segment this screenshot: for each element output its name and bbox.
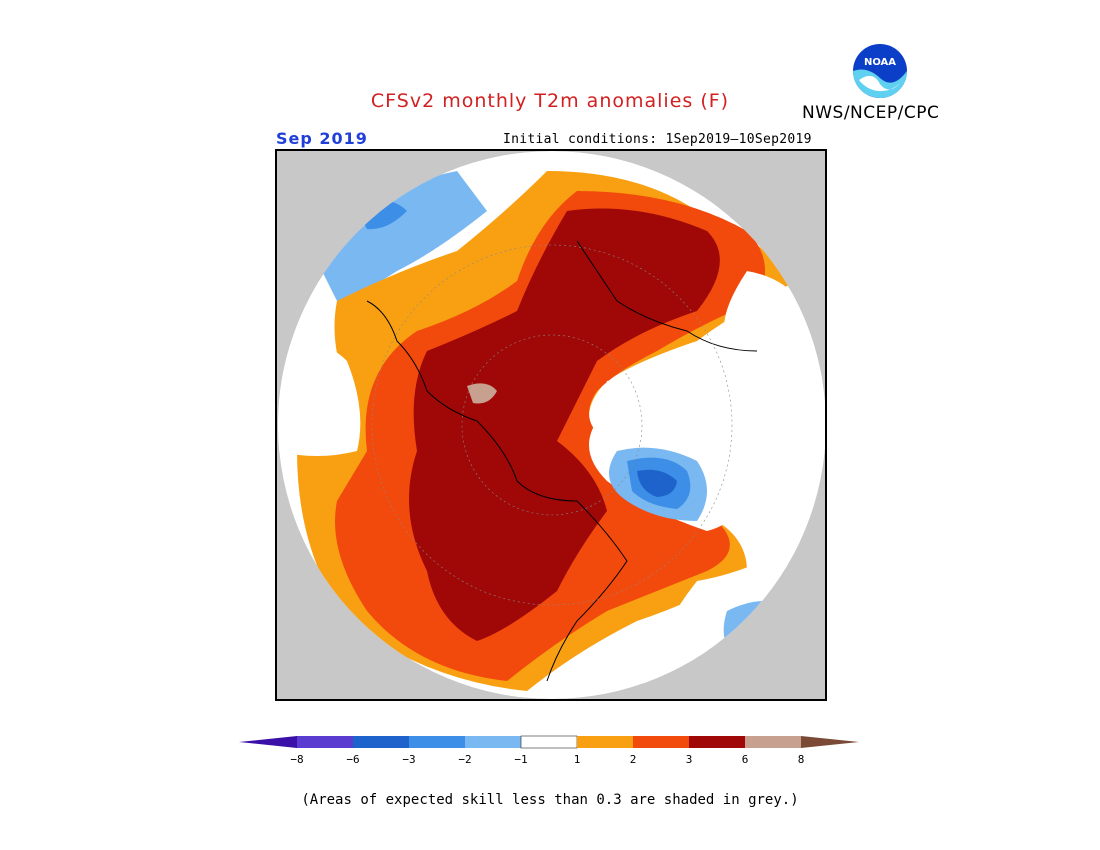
chart-title: CFSv2 monthly T2m anomalies (F) [370,90,730,112]
colorbar-arrow-left [239,736,297,748]
colorbar-box [577,736,633,748]
colorbar-tick: −6 [346,753,360,766]
coastline-2 [576,240,758,352]
svg-text:NOAA: NOAA [864,57,896,68]
colorbar-tick: 8 [797,753,805,766]
colorbar-box [745,736,801,748]
colorbar-box [633,736,689,748]
noaa-logo: NOAA [850,41,910,101]
polar-anomaly-map [275,149,827,701]
colorbar-tick: −8 [290,753,304,766]
neutral-ne [724,271,825,421]
initial-conditions: Initial conditions: 1Sep2019—10Sep2019 [503,132,812,147]
colorbar-tick: 1 [573,753,581,766]
forecast-month: Sep 2019 [276,129,368,148]
colorbar-box [353,736,409,748]
colorbar-tick: 3 [685,753,693,766]
skill-note: (Areas of expected skill less than 0.3 a… [301,792,799,808]
neutral-w [278,343,361,456]
colorbar-tick: −3 [402,753,416,766]
colorbar-tick: 2 [629,753,637,766]
colorbar-box [409,736,465,748]
colorbar-arrow-right [801,736,859,748]
colorbar-box [689,736,745,748]
anomaly-cool-e-4 [637,469,677,497]
colorbar-tick: −1 [514,753,528,766]
anomaly-cool-nw [317,171,487,301]
colorbar-tick: 6 [741,753,749,766]
colorbar-tick: −2 [458,753,472,766]
anomaly-warm-3 [409,208,720,641]
colorbar-box [520,735,578,749]
cool-se [723,601,797,661]
colorbar-box [297,736,353,748]
agency-credit: NWS/NCEP/CPC [802,103,940,123]
low-skill-patch [467,383,497,404]
colorbar [239,735,859,749]
colorbar-box [465,736,521,748]
coastline [366,300,628,682]
